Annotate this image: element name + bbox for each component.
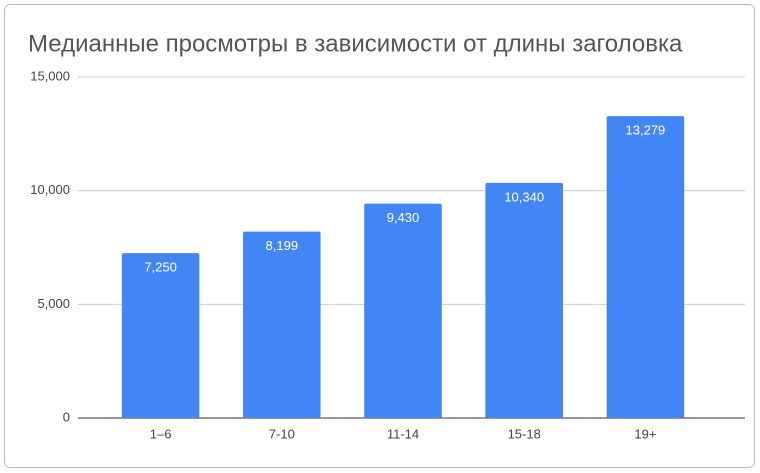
bar bbox=[606, 116, 685, 418]
bar bbox=[364, 203, 442, 418]
bar bbox=[121, 253, 200, 418]
value-label: 7,250 bbox=[144, 260, 177, 275]
x-tick-label: 19+ bbox=[634, 426, 656, 441]
value-label: 10,340 bbox=[504, 189, 544, 204]
y-tick-label: 0 bbox=[63, 409, 70, 424]
chart-title: Медианные просмотры в зависимости от дли… bbox=[28, 30, 683, 57]
y-tick-label: 10,000 bbox=[30, 182, 70, 197]
x-tick-label: 1–6 bbox=[150, 426, 172, 441]
value-label: 8,199 bbox=[266, 238, 299, 253]
x-tick-label: 15-18 bbox=[508, 426, 541, 441]
value-label: 9,430 bbox=[387, 210, 420, 225]
value-label: 13,279 bbox=[626, 123, 666, 138]
bar bbox=[485, 182, 563, 418]
x-tick-label: 11-14 bbox=[387, 426, 419, 441]
bar bbox=[243, 231, 321, 418]
y-tick-label: 5,000 bbox=[37, 296, 70, 311]
x-tick-label: 7-10 bbox=[269, 426, 295, 441]
y-tick-label: 15,000 bbox=[30, 68, 70, 83]
